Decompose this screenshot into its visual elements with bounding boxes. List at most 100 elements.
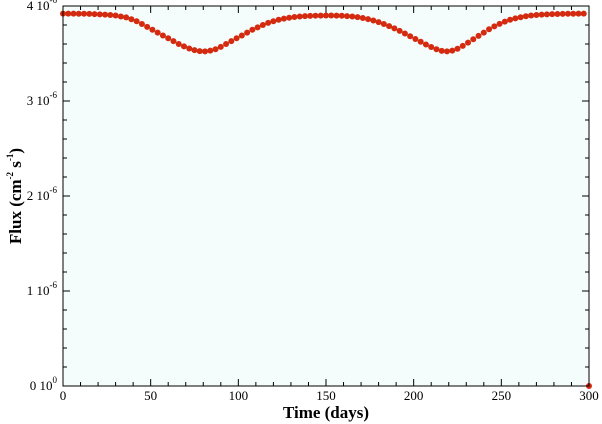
data-point [396,27,403,34]
data-point [507,16,514,23]
data-point [380,21,387,28]
data-point [228,38,235,45]
data-point [202,48,209,55]
y-tick-label: 0 100 [30,375,58,393]
data-point [170,38,177,45]
data-point [296,13,303,20]
data-point [317,12,324,19]
data-point [70,10,77,17]
data-point [480,29,487,36]
data-point [291,14,298,21]
data-point [107,12,114,19]
x-axis-title: Time (days) [283,403,369,422]
data-point [180,43,187,50]
y-tick-label: 3 10-6 [27,90,58,108]
data-point [96,11,103,18]
data-point [254,24,261,31]
y-tick-mantissa: 1 10 [27,283,50,298]
data-point [280,15,287,22]
data-point [275,16,282,23]
data-point [233,35,240,42]
data-point [238,32,245,39]
data-point [470,36,477,43]
y-tick-exponent: -6 [50,280,58,290]
data-point [580,10,587,17]
data-point [575,10,582,17]
data-point [459,42,466,49]
data-point [65,10,72,17]
data-point [307,12,314,19]
y-tick-mantissa: 0 10 [30,378,53,393]
data-point [454,45,461,52]
data-point [443,48,450,55]
y-axis-title-middle: s [6,161,25,172]
data-point [570,10,577,17]
x-tick-label: 300 [579,388,599,403]
data-point [517,14,524,21]
data-point [86,10,93,17]
data-point [522,13,529,20]
data-point [196,48,203,55]
data-point [75,10,82,17]
data-point [212,46,219,53]
data-point [528,12,535,19]
data-point [465,39,472,46]
data-point [407,33,414,40]
data-point [554,10,561,17]
data-point [223,41,230,47]
data-point [128,16,135,23]
data-point [91,11,98,18]
x-tick-label: 50 [144,388,157,403]
y-tick-exponent: -6 [50,90,58,100]
data-point [165,35,172,42]
data-point [344,13,351,20]
data-point [354,14,361,21]
data-point [359,14,366,21]
data-point [438,47,445,54]
data-point [375,19,382,26]
data-point [133,18,140,25]
data-point [123,14,130,21]
data-point [144,23,151,30]
data-point [486,26,493,33]
data-point [117,13,124,20]
data-point [333,12,340,19]
data-point [349,13,356,20]
data-point [112,12,119,19]
data-point [533,12,540,19]
y-tick-label: 1 10-6 [27,280,58,298]
data-point [81,10,88,17]
data-point [301,13,308,20]
y-axis-title-prefix: Flux (cm [6,179,25,244]
data-point [265,19,272,26]
data-point [154,29,161,36]
data-point [286,14,293,21]
data-point [365,16,372,23]
y-tick-label: 4 10-6 [27,0,58,13]
data-point [433,46,440,53]
y-axis-title: Flux (cm-2 s-1) [5,148,25,244]
x-tick-label: 100 [229,388,249,403]
y-tick-mantissa: 3 10 [27,93,50,108]
x-tick-label: 150 [316,388,336,403]
data-point [391,25,398,32]
data-point [538,11,545,18]
data-point [175,41,182,47]
data-point [417,38,424,45]
data-point [549,11,556,18]
y-axis-title-suffix: ) [6,148,25,154]
data-point [564,10,571,17]
y-tick-exponent: 0 [53,375,58,385]
x-tick-label: 200 [404,388,424,403]
y-axis-title-exp2: -1 [5,153,15,161]
data-point [412,35,419,42]
data-point [312,12,319,19]
data-point [491,23,498,30]
data-point [138,21,145,28]
data-point [102,11,109,18]
data-point [422,41,429,48]
data-point [386,23,393,30]
data-point [543,11,550,18]
data-point [559,10,566,17]
